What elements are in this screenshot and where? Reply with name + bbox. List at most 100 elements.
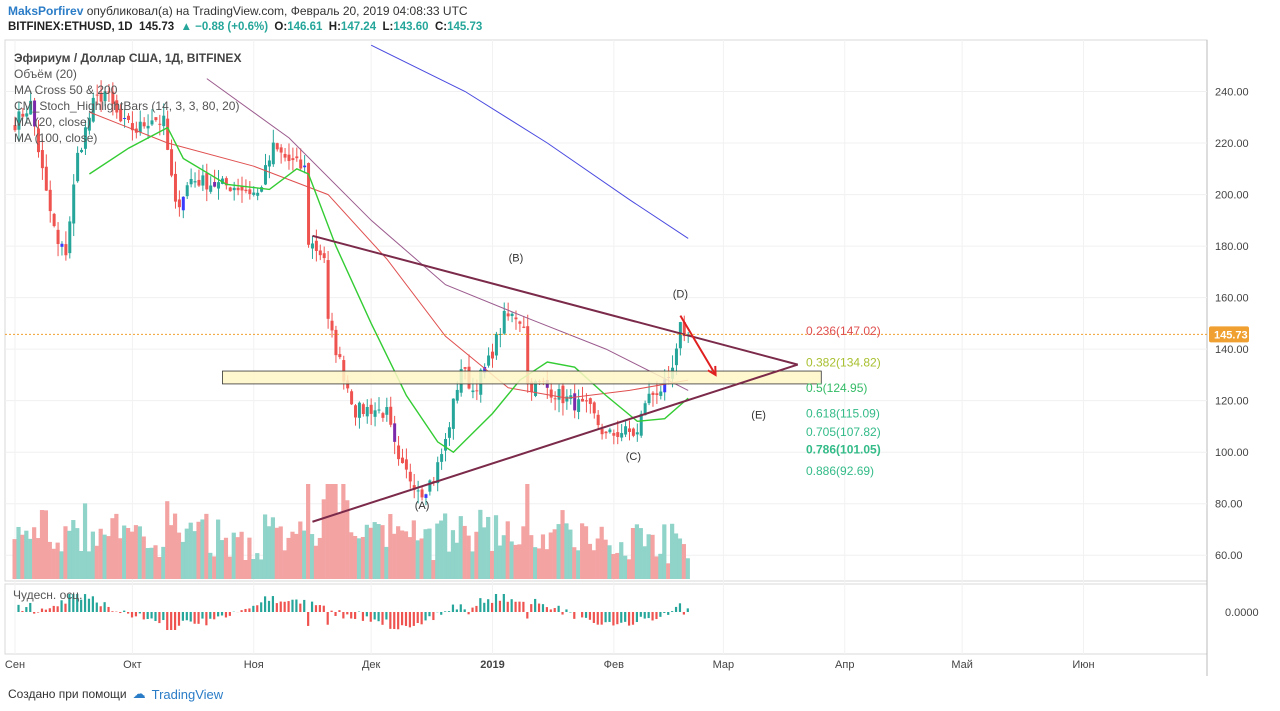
candle-body bbox=[228, 187, 232, 192]
projection-arrow[interactable] bbox=[679, 315, 717, 376]
volume-bar bbox=[196, 521, 201, 579]
high-value: 147.24 bbox=[340, 21, 377, 33]
tradingview-brand[interactable]: TradingView bbox=[151, 686, 224, 702]
main-pane[interactable] bbox=[4, 39, 1208, 582]
oscillator-bar bbox=[60, 600, 63, 612]
triangle-upper-line[interactable] bbox=[312, 234, 799, 366]
oscillator-bar bbox=[295, 599, 298, 612]
close-value: 145.73 bbox=[447, 21, 483, 33]
y-tick-label: 100.00 bbox=[1215, 447, 1249, 459]
candle-body bbox=[189, 178, 193, 185]
oscillator-bar bbox=[612, 612, 615, 626]
legend-item[interactable]: MA (20, close) bbox=[14, 115, 91, 129]
volume-bar bbox=[533, 547, 538, 579]
volume-bar bbox=[431, 560, 436, 579]
oscillator-bar bbox=[592, 612, 595, 623]
oscillator-bar bbox=[244, 608, 247, 612]
volume-bar bbox=[208, 552, 213, 579]
legend-item[interactable]: MA Cross 50 & 200 bbox=[14, 83, 118, 97]
candle-body bbox=[240, 186, 244, 191]
candle-body bbox=[400, 457, 404, 464]
legend-item[interactable]: MA (100, close) bbox=[14, 131, 98, 145]
volume-bar bbox=[466, 535, 471, 579]
oscillator-bar bbox=[674, 606, 678, 612]
volume-bar bbox=[24, 530, 29, 579]
oscillator-bar bbox=[326, 612, 329, 625]
volume-bar bbox=[673, 533, 679, 579]
oscillator-bar bbox=[123, 610, 126, 612]
candle-body bbox=[377, 409, 381, 411]
volume-bar bbox=[55, 542, 60, 579]
candle-body bbox=[526, 326, 530, 385]
oscillator-bar bbox=[314, 605, 318, 612]
oscillator-bar bbox=[400, 612, 404, 626]
price-change: ▲ −0.88 (+0.6%) bbox=[180, 21, 269, 33]
support-zone[interactable] bbox=[222, 370, 822, 385]
oscillator-bar bbox=[416, 612, 419, 624]
candle-body bbox=[146, 125, 150, 129]
volume-bar bbox=[396, 526, 401, 579]
oscillator-bar bbox=[451, 604, 455, 612]
volume-bar bbox=[349, 532, 354, 579]
candle-body bbox=[494, 333, 498, 356]
oscillator-bar bbox=[56, 606, 59, 612]
y-tick-label: 60.00 bbox=[1215, 550, 1243, 562]
oscillator-bar bbox=[428, 612, 431, 617]
legend-item[interactable]: Объём (20) bbox=[14, 67, 77, 81]
fib-level-label: 0.618(115.09) bbox=[806, 406, 880, 420]
fib-level-label: 0.382(134.82) bbox=[806, 355, 881, 369]
oscillator-bar bbox=[146, 612, 149, 619]
candle-body bbox=[334, 329, 338, 356]
volume-bar bbox=[149, 547, 154, 579]
oscillator-bar bbox=[369, 612, 372, 622]
open-value: 146.61 bbox=[287, 21, 323, 33]
oscillator-bar bbox=[651, 612, 654, 621]
volume-bar bbox=[360, 536, 366, 579]
triangle-lower-line[interactable] bbox=[312, 363, 799, 523]
volume-bar bbox=[493, 515, 499, 579]
oscillator-bar bbox=[502, 594, 505, 612]
oscillator-bar bbox=[671, 611, 674, 612]
candle-body bbox=[569, 395, 573, 399]
candle-body bbox=[412, 485, 416, 490]
price-chart[interactable]: 60.00 80.00 100.00 120.00 140.00 160.00 180.00… bbox=[0, 36, 1280, 681]
volume-bar bbox=[462, 525, 467, 579]
candle-body bbox=[283, 153, 287, 158]
author-link[interactable]: MaksPorfirev bbox=[8, 4, 84, 18]
oscillator-bar bbox=[604, 612, 607, 623]
candle-body bbox=[678, 322, 682, 349]
oscillator-bar bbox=[479, 598, 482, 612]
volume-bar bbox=[439, 520, 444, 579]
volume-bar bbox=[204, 513, 209, 579]
volume-bar bbox=[513, 544, 518, 579]
volume-bar bbox=[403, 531, 409, 579]
oscillator-bar bbox=[217, 612, 220, 617]
arrow-head-icon bbox=[707, 365, 717, 377]
oscillator-bar bbox=[213, 612, 216, 620]
volume-bar bbox=[169, 525, 174, 579]
candle-body bbox=[330, 320, 334, 331]
candle-body bbox=[389, 406, 393, 425]
volume-bar bbox=[603, 539, 608, 579]
y-tick-label: 220.00 bbox=[1215, 138, 1249, 150]
tradingview-logo-icon[interactable]: ☁ bbox=[132, 686, 146, 701]
oscillator-bar bbox=[228, 612, 231, 616]
oscillator-bar bbox=[534, 598, 537, 612]
oscillator-bar bbox=[303, 599, 306, 612]
volume-bar bbox=[71, 520, 76, 579]
oscillator-bar bbox=[307, 612, 310, 626]
candle-body bbox=[248, 189, 252, 195]
legend-item[interactable]: CM_Stoch_HighlightBars (14, 3, 3, 80, 20… bbox=[14, 99, 240, 113]
candle-body bbox=[166, 118, 170, 150]
high-label: H: bbox=[328, 21, 341, 33]
volume-bar bbox=[290, 531, 295, 579]
y-tick-label: 140.00 bbox=[1215, 344, 1249, 356]
oscillator-bar bbox=[72, 594, 75, 612]
volume-bar bbox=[646, 534, 651, 579]
candle-body bbox=[263, 165, 267, 185]
oscillator-bar bbox=[596, 612, 599, 625]
oscillator-bar bbox=[310, 601, 314, 612]
oscillator-bar bbox=[639, 612, 642, 617]
candle-body bbox=[287, 154, 291, 162]
volume-bar bbox=[172, 513, 178, 579]
